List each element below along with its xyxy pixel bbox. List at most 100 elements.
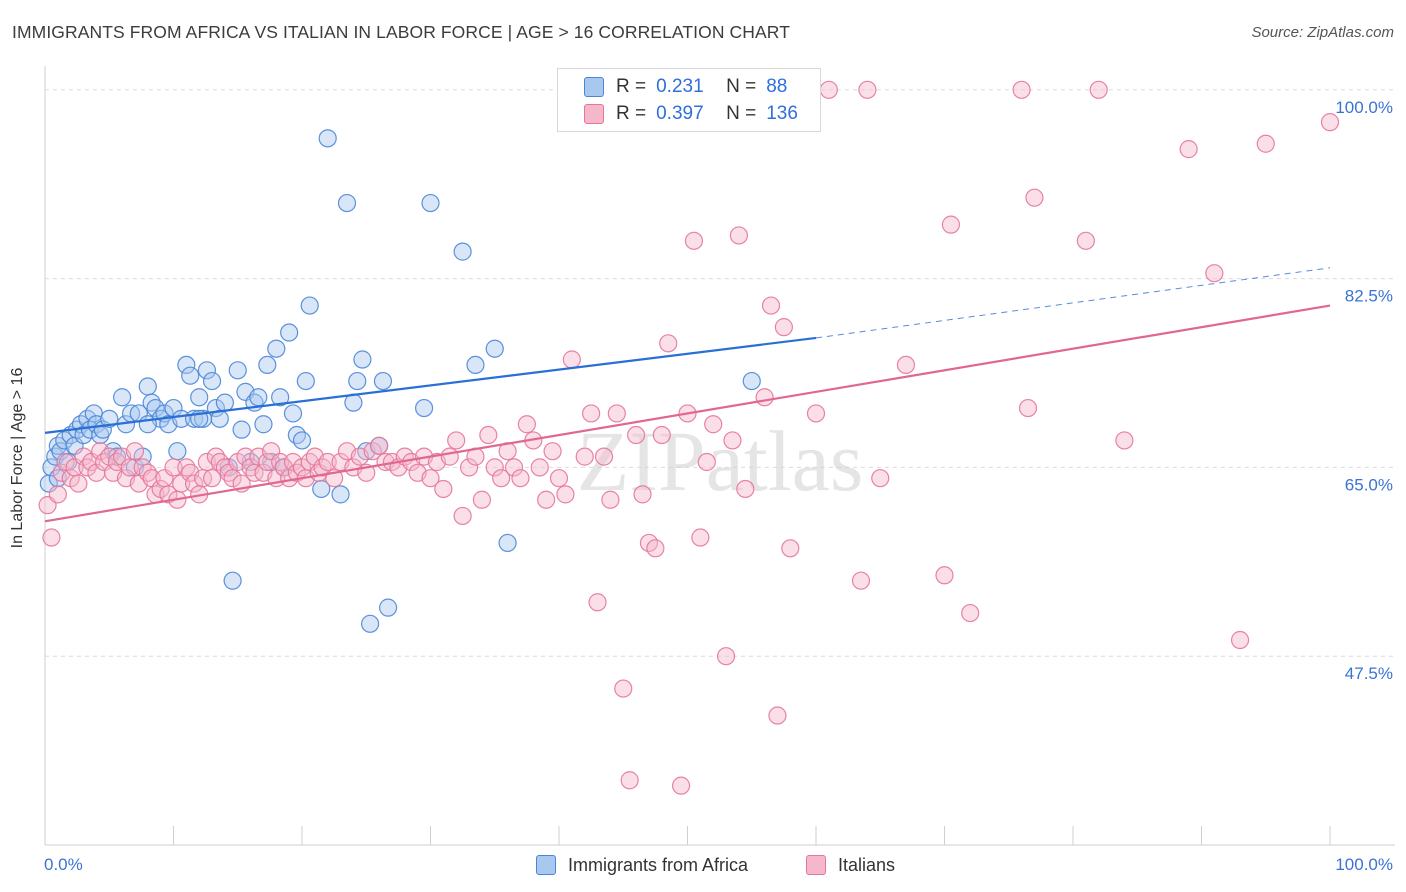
data-point-italians <box>806 404 826 423</box>
data-point-africa <box>466 355 485 375</box>
bottom-legend-swatch-africa <box>536 855 556 875</box>
bottom-legend-italians[interactable]: Italians <box>806 852 895 878</box>
legend-swatch-africa <box>584 77 604 97</box>
data-point-italians <box>69 474 88 493</box>
data-point-italians <box>530 458 549 477</box>
data-point-italians <box>184 474 204 493</box>
data-point-italians <box>1025 188 1044 207</box>
legend-row-italians: R = 0.397 N = 136 <box>558 101 798 127</box>
data-point-italians <box>1076 231 1095 250</box>
data-point-italians <box>236 447 255 466</box>
data-point-africa <box>485 339 504 358</box>
data-point-italians <box>614 679 633 698</box>
data-point-italians <box>851 571 871 590</box>
data-point-italians <box>313 458 332 477</box>
data-point-italians <box>768 706 787 725</box>
data-point-italians <box>120 458 139 477</box>
grid-lines <box>45 89 1395 657</box>
legend-r-label: R = <box>616 103 647 124</box>
data-point-italians <box>941 215 961 234</box>
data-point-africa <box>219 458 238 477</box>
data-point-africa <box>280 323 299 342</box>
data-point-italians <box>453 506 472 526</box>
data-point-africa <box>197 361 217 380</box>
data-point-africa <box>190 388 209 407</box>
legend-n-value: 88 <box>766 76 788 97</box>
data-point-africa <box>283 404 303 423</box>
data-point-italians <box>48 485 67 504</box>
bottom-legend-africa[interactable]: Immigrants from Africa <box>536 852 748 878</box>
data-point-italians <box>549 469 569 488</box>
data-point-italians <box>318 452 337 472</box>
data-point-italians <box>575 447 594 466</box>
data-point-italians <box>287 463 306 482</box>
data-point-italians <box>761 296 781 315</box>
data-point-italians <box>164 458 183 477</box>
data-point-italians <box>819 80 838 99</box>
data-point-italians <box>1012 80 1031 99</box>
x-tick-label: 0.0% <box>44 855 83 874</box>
data-point-africa <box>228 361 247 380</box>
data-point-italians <box>459 458 479 477</box>
legend-swatch-italians <box>584 104 604 124</box>
bottom-legend-label-africa: Immigrants from Africa <box>568 854 749 875</box>
data-point-africa <box>300 296 319 315</box>
data-point-africa <box>168 442 187 461</box>
data-point-italians <box>223 469 242 488</box>
data-point-italians <box>258 452 277 472</box>
y-tick-label: 82.5% <box>1345 287 1393 306</box>
data-point-italians <box>440 447 459 466</box>
data-point-italians <box>42 528 61 547</box>
bottom-legend-swatch-italians <box>806 855 826 875</box>
data-point-africa <box>177 355 196 375</box>
data-point-italians <box>716 647 736 666</box>
data-point-italians <box>723 431 742 450</box>
data-point-italians <box>517 415 536 434</box>
data-point-africa <box>100 409 119 428</box>
legend: R = 0.231 N = 88 R = 0.397 N = 136 <box>557 68 821 132</box>
y-tick-label: 47.5% <box>1345 664 1393 683</box>
data-point-italians <box>1115 431 1134 450</box>
data-point-italians <box>1018 398 1038 418</box>
data-point-italians <box>691 528 710 547</box>
data-point-italians <box>1256 134 1275 153</box>
data-point-italians <box>197 452 217 472</box>
data-point-africa <box>337 193 357 213</box>
data-point-africa <box>421 193 440 213</box>
data-point-africa <box>215 393 234 412</box>
data-point-italians <box>684 231 704 250</box>
data-point-africa <box>112 388 132 407</box>
data-point-italians <box>91 442 110 461</box>
data-point-italians <box>370 436 389 455</box>
data-point-africa <box>146 398 165 418</box>
data-point-africa <box>42 458 61 477</box>
data-point-italians <box>871 469 890 488</box>
data-point-italians <box>511 469 530 488</box>
y-axis-label: In Labor Force | Age > 16 <box>9 367 26 549</box>
data-point-africa <box>742 371 761 391</box>
legend-r-label: R = <box>616 76 647 97</box>
data-point-italians <box>543 442 562 461</box>
legend-r-value: 0.231 <box>656 76 704 97</box>
data-point-africa <box>287 425 306 445</box>
data-point-italians <box>961 603 980 623</box>
trend-lines <box>44 267 1331 523</box>
data-point-italians <box>485 458 504 477</box>
data-point-italians <box>56 452 75 472</box>
series-italians <box>38 80 1340 795</box>
data-point-italians <box>562 350 581 369</box>
data-point-italians <box>537 490 556 509</box>
data-point-africa <box>254 415 273 434</box>
data-point-africa <box>267 339 286 358</box>
data-point-africa <box>353 350 372 369</box>
axes <box>44 66 1395 846</box>
data-point-africa <box>296 371 315 391</box>
data-point-italians <box>633 485 652 504</box>
data-point-italians <box>729 226 749 245</box>
trend-line-africa <box>44 336 817 434</box>
data-point-africa <box>258 355 277 375</box>
data-point-africa <box>378 598 398 617</box>
bottom-legend-label-italians: Italians <box>838 854 896 875</box>
data-point-italians <box>125 442 145 461</box>
